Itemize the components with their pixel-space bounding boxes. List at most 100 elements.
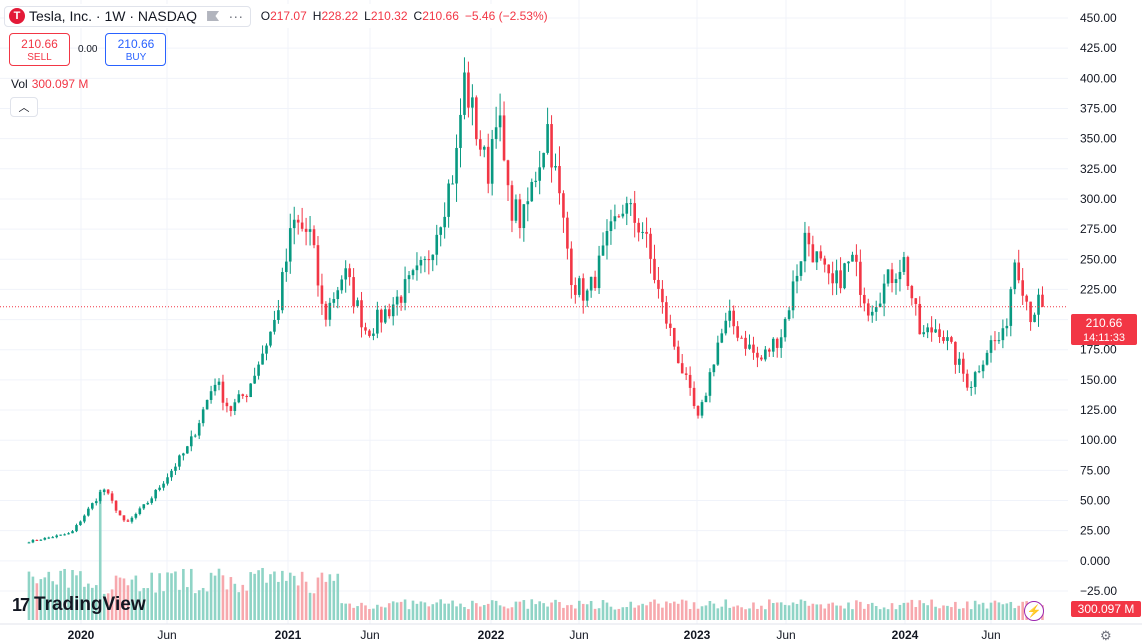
x-tick-label: 2020	[68, 628, 95, 642]
volume-bar	[728, 607, 732, 620]
buy-button[interactable]: 210.66 BUY	[105, 33, 167, 66]
candle	[898, 259, 902, 292]
volume-bar	[237, 592, 241, 620]
volume-bar	[811, 603, 815, 620]
candle	[779, 329, 783, 358]
candle	[510, 180, 514, 233]
candle	[637, 218, 640, 242]
y-tick-label: 325.00	[1080, 162, 1117, 176]
flag-icon[interactable]	[207, 11, 220, 21]
volume-bar	[597, 608, 601, 620]
more-icon[interactable]: ∙∙∙	[229, 8, 244, 24]
candle	[700, 399, 704, 419]
volume-bar	[973, 600, 977, 620]
candle	[1029, 301, 1032, 331]
volume-bar	[197, 590, 201, 620]
volume-bar	[336, 573, 340, 620]
volume-bar	[863, 608, 866, 620]
candle	[348, 263, 351, 286]
volume-bar	[83, 586, 86, 620]
volume-bar	[581, 603, 585, 620]
candle	[277, 299, 280, 324]
x-tick-label: Jun	[360, 628, 379, 642]
candle	[312, 225, 316, 249]
candle	[146, 501, 150, 505]
candle	[574, 277, 577, 304]
volume-bar	[649, 601, 652, 620]
candle	[435, 224, 439, 266]
candle	[827, 264, 830, 285]
volume-bar	[645, 605, 648, 620]
symbol-title[interactable]: Tesla, Inc. · 1W · NASDAQ	[29, 8, 198, 24]
volume-value: 300.097 M	[31, 77, 89, 91]
volume-bar	[348, 603, 351, 620]
volume-bar	[340, 603, 344, 620]
volume-bar	[997, 602, 1001, 620]
open-value: 217.07	[270, 9, 307, 23]
candle	[1025, 294, 1028, 311]
candle	[665, 295, 668, 329]
bar-countdown: 14:11:33	[1083, 332, 1125, 344]
candle	[946, 330, 949, 351]
volume-bar	[906, 602, 910, 620]
volume-bar	[316, 577, 320, 620]
open-label: O	[260, 9, 271, 23]
candle	[641, 222, 644, 240]
candle	[213, 378, 217, 396]
volume-bar	[839, 605, 842, 620]
buy-label: BUY	[125, 52, 147, 63]
candle	[285, 248, 288, 282]
candle	[851, 251, 854, 262]
tradingview-logo[interactable]: 17 TradingView	[12, 594, 146, 616]
candle	[732, 305, 735, 335]
settings-icon[interactable]: ⚙	[1100, 628, 1112, 643]
candle	[221, 374, 225, 411]
candle	[415, 252, 419, 281]
x-tick-label: Jun	[569, 628, 588, 642]
symbol-box[interactable]: T Tesla, Inc. · 1W · NASDAQ ∙∙∙	[4, 5, 251, 27]
sell-button[interactable]: 210.66 SELL	[9, 33, 70, 66]
candle	[973, 370, 977, 395]
candle	[791, 270, 795, 319]
candle	[332, 292, 336, 308]
volume-bar	[106, 593, 110, 620]
candle	[91, 502, 94, 511]
volume-bar	[31, 576, 35, 620]
volume-bar	[174, 571, 177, 620]
candle	[439, 226, 443, 247]
volume-bar	[344, 603, 347, 620]
volume-bar	[186, 587, 189, 620]
volume-bar	[352, 607, 355, 620]
volume-bar	[328, 574, 332, 620]
candle	[890, 262, 894, 293]
y-tick-label: 0.000	[1080, 554, 1110, 568]
candle	[447, 179, 450, 228]
volume-bar	[894, 609, 898, 620]
volume-bar	[965, 601, 969, 620]
collapse-legend-button[interactable]: ︿	[10, 97, 38, 117]
volume-bar	[431, 604, 435, 620]
y-tick-label: 425.00	[1080, 41, 1117, 55]
volume-bar	[308, 592, 312, 620]
x-tick-label: 2021	[275, 628, 302, 642]
y-tick-label: 300.00	[1080, 192, 1117, 206]
volume-bar	[205, 591, 209, 620]
volume-bar	[391, 601, 395, 620]
candle	[760, 355, 763, 362]
volume-bar	[451, 600, 454, 620]
volume-bar	[55, 584, 58, 620]
volume-bar	[399, 601, 403, 620]
y-tick-label: −25.00	[1080, 584, 1117, 598]
candle	[170, 468, 173, 481]
candle	[613, 204, 617, 230]
volume-bar	[910, 599, 914, 620]
lightning-icon[interactable]: ⚡	[1024, 601, 1044, 621]
volume-bar	[641, 603, 644, 620]
candle	[463, 57, 466, 120]
candle	[174, 463, 177, 475]
y-tick-label: 225.00	[1080, 282, 1117, 296]
candle	[577, 275, 581, 298]
candle	[419, 256, 423, 274]
volume-bar	[708, 600, 712, 620]
